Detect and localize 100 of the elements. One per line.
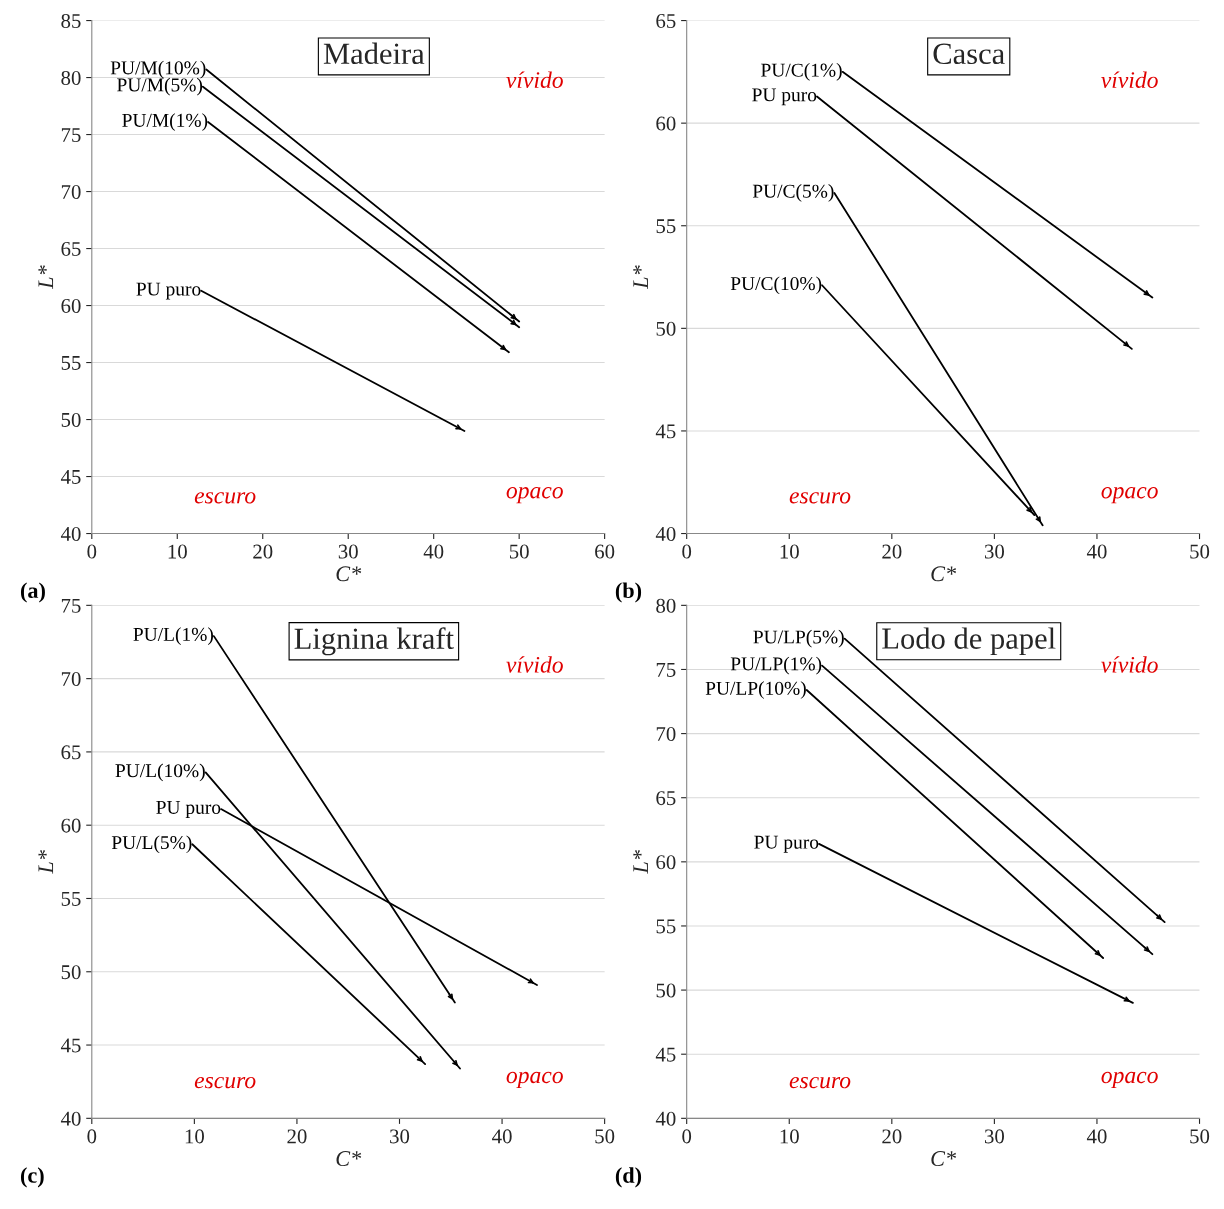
y-axis-title: L*	[633, 850, 648, 874]
x-tick-label: 60	[595, 544, 615, 559]
text: (c)	[20, 1167, 44, 1188]
y-tick-label: 45	[60, 1038, 81, 1053]
series-label: PU/L(5%)	[111, 835, 192, 854]
y-tick-label: 60	[61, 298, 81, 313]
annotation: opaco	[506, 1071, 563, 1088]
series-label: PU/M(10%)	[110, 60, 206, 79]
x-tick-label: 10	[780, 544, 799, 559]
y-tick-label: 75	[61, 128, 81, 142]
annotation: opaco	[1101, 487, 1158, 504]
annotation: escuro	[789, 492, 851, 504]
annotation: vívido	[506, 656, 563, 673]
y-tick-label: 40	[60, 526, 81, 541]
y-tick-label: 40	[655, 1111, 676, 1126]
y-tick-label: 70	[656, 726, 676, 742]
annotation: escuro	[194, 492, 256, 504]
x-tick-label: 50	[509, 544, 529, 559]
text: Lignina kraft	[294, 627, 454, 656]
series-label: PU/M(5%)	[117, 77, 203, 96]
series-label: PU puro	[752, 88, 817, 106]
x-tick-label: 40	[492, 1129, 512, 1144]
annotation: escuro	[194, 1076, 256, 1089]
x-tick-label: 40	[423, 544, 444, 559]
x-tick-label: 50	[595, 1129, 615, 1144]
x-tick-label: 50	[1190, 544, 1210, 559]
y-tick-label: 65	[656, 791, 676, 806]
y-tick-label: 80	[61, 70, 81, 85]
y-tick-label: 65	[61, 241, 81, 256]
x-axis-title: C*	[931, 1151, 957, 1167]
annotation: vívido	[1101, 656, 1158, 673]
x-axis-title: C*	[336, 566, 362, 582]
annotation: vívido	[1101, 71, 1158, 89]
y-tick-label: 60	[61, 818, 81, 833]
y-axis-title: L*	[633, 265, 648, 290]
x-tick-label: 20	[882, 1129, 902, 1144]
y-tick-label: 45	[655, 1047, 676, 1062]
y-tick-label: 60	[656, 855, 676, 870]
x-tick-label: 30	[390, 1129, 410, 1144]
x-tick-label: 20	[253, 544, 273, 559]
x-tick-label: 50	[1190, 1129, 1210, 1144]
y-tick-label: 75	[656, 663, 676, 677]
y-tick-label: 70	[61, 672, 81, 687]
x-tick-label: 40	[1086, 544, 1107, 559]
y-tick-label: 45	[60, 470, 81, 484]
series-label: PU puro	[156, 801, 221, 818]
annotation: opaco	[506, 487, 563, 504]
y-tick-label: 55	[61, 892, 81, 906]
y-tick-label: 60	[656, 116, 676, 131]
y-tick-label: 55	[61, 356, 81, 370]
x-tick-label: 10	[168, 544, 187, 559]
text: Lodo de papel	[882, 627, 1056, 656]
y-tick-label: 75	[61, 598, 81, 613]
series-label: PU puro	[136, 282, 201, 300]
y-tick-label: 65	[61, 745, 81, 760]
x-tick-label: 30	[984, 544, 1005, 559]
series-label: PU puro	[754, 835, 819, 853]
x-tick-label: 10	[780, 1129, 799, 1144]
x-tick-label: 20	[287, 1129, 307, 1144]
y-tick-label: 50	[61, 965, 81, 980]
y-tick-label: 55	[656, 219, 676, 234]
x-tick-label: 40	[1086, 1129, 1107, 1144]
y-axis-title: L*	[38, 265, 54, 290]
y-tick-label: 40	[60, 1111, 81, 1126]
x-tick-label: 30	[984, 1129, 1005, 1144]
x-tick-label: 0	[682, 1129, 692, 1144]
y-tick-label: 40	[655, 526, 676, 541]
series-label: PU/LP(10%)	[705, 681, 806, 699]
y-tick-label: 50	[656, 983, 676, 998]
series-label: PU/LP(5%)	[753, 629, 844, 648]
text: (b)	[615, 582, 642, 603]
x-axis-title: C*	[336, 1151, 362, 1167]
x-axis-title: C*	[931, 566, 957, 582]
annotation: vívido	[506, 71, 563, 89]
text: (a)	[20, 582, 45, 603]
annotation: escuro	[789, 1076, 851, 1089]
series-label: PU/M(1%)	[122, 113, 208, 131]
series-label: PU/L(1%)	[133, 627, 213, 645]
y-tick-label: 45	[655, 424, 676, 439]
y-tick-label: 85	[61, 13, 81, 28]
x-tick-label: 0	[682, 544, 692, 559]
x-tick-label: 0	[87, 544, 97, 559]
x-tick-label: 0	[87, 1129, 97, 1144]
y-tick-label: 65	[656, 13, 676, 28]
annotation: opaco	[1101, 1071, 1158, 1088]
series-label: PU/C(10%)	[730, 276, 822, 295]
y-tick-label: 50	[61, 412, 81, 427]
series-label: PU/L(10%)	[115, 763, 205, 782]
y-axis-title: L*	[38, 850, 54, 874]
y-tick-label: 80	[656, 598, 676, 613]
text: Casca	[933, 43, 1005, 65]
text: Madeira	[323, 42, 425, 65]
y-tick-label: 50	[656, 321, 676, 336]
series-label: PU/LP(1%)	[730, 656, 822, 675]
series-label: PU/C(5%)	[752, 184, 834, 202]
y-tick-label: 70	[61, 184, 81, 199]
x-tick-label: 10	[185, 1129, 204, 1144]
x-tick-label: 30	[338, 544, 358, 559]
y-tick-label: 55	[656, 919, 676, 934]
x-tick-label: 20	[882, 544, 902, 559]
